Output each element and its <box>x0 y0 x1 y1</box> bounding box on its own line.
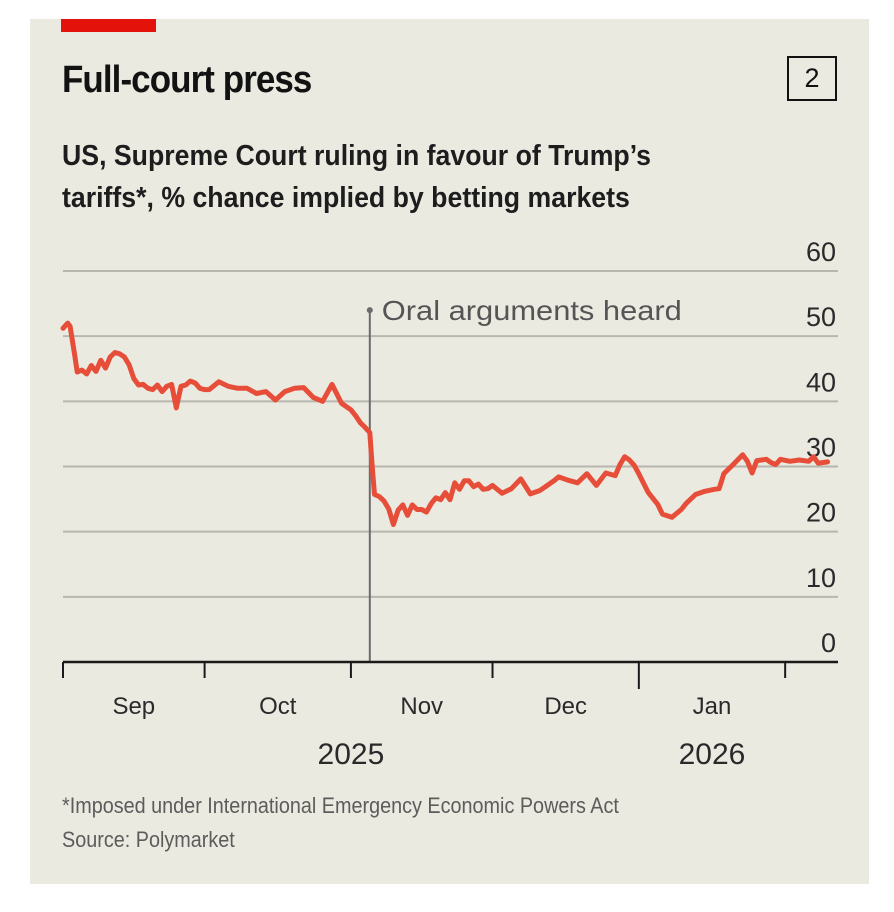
y-tick-label-20: 20 <box>806 498 836 528</box>
annotation-label: Oral arguments heard <box>382 295 682 326</box>
y-tick-label-60: 60 <box>806 237 836 267</box>
chart-number-badge: 2 <box>787 56 837 101</box>
y-tick-label-0: 0 <box>821 628 836 658</box>
x-year-label-2025: 2025 <box>318 738 385 771</box>
annotation: Oral arguments heard <box>366 295 682 662</box>
x-axis: Sep Oct Nov Dec Jan 2025 2026 <box>62 660 838 771</box>
x-tick-label-dec: Dec <box>544 693 587 720</box>
chart-subtitle: US, Supreme Court ruling in favour of Tr… <box>62 135 651 219</box>
y-tick-label-10: 10 <box>806 563 836 593</box>
x-year-label-2026: 2026 <box>679 738 746 771</box>
footnote: *Imposed under International Emergency E… <box>62 793 619 818</box>
gridlines <box>63 270 838 598</box>
x-tick-label-oct: Oct <box>259 693 297 720</box>
brand-accent-bar <box>61 19 156 32</box>
series-layer <box>60 320 831 527</box>
series-line-0 <box>60 320 831 527</box>
subtitle-line-2: tariffs*, % chance implied by betting ma… <box>62 182 630 214</box>
y-tick-label-50: 50 <box>806 302 836 332</box>
x-tick-label-sep: Sep <box>112 693 155 720</box>
x-tick-label-nov: Nov <box>400 693 443 720</box>
chart-footer: *Imposed under International Emergency E… <box>62 789 619 857</box>
x-tick-label-jan: Jan <box>693 693 732 720</box>
chart-panel: Full-court press 2 US, Supreme Court rul… <box>30 19 869 884</box>
y-tick-label-40: 40 <box>806 367 836 397</box>
source-note: Source: Polymarket <box>62 827 235 852</box>
chart-title: Full-court press <box>62 59 312 101</box>
subtitle-line-1: US, Supreme Court ruling in favour of Tr… <box>62 140 651 172</box>
annotation-dot <box>366 307 373 314</box>
